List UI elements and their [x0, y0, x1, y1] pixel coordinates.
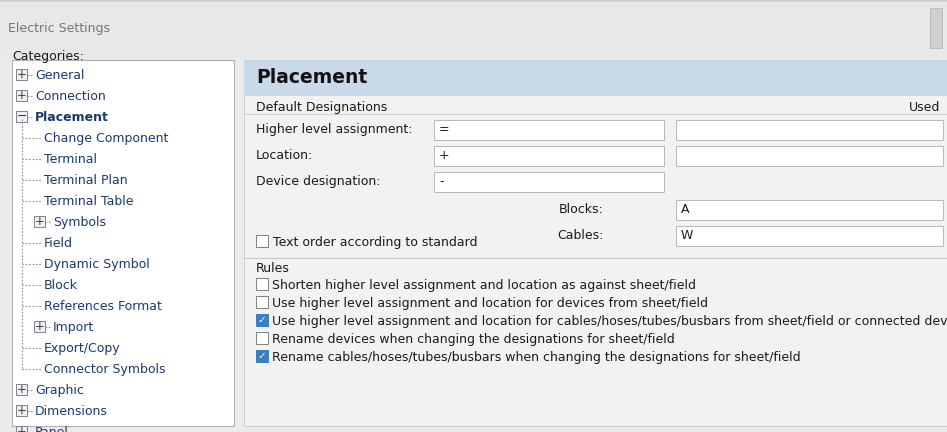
Text: Cables:: Cables: — [558, 229, 604, 242]
Text: ✓: ✓ — [258, 315, 266, 325]
Text: General: General — [35, 69, 84, 82]
Text: −: − — [16, 110, 27, 123]
Bar — [256, 235, 268, 247]
Text: Placement: Placement — [256, 68, 367, 87]
Text: Terminal: Terminal — [44, 153, 97, 166]
Text: Electric Settings: Electric Settings — [8, 22, 110, 35]
Text: +: + — [16, 383, 27, 396]
Text: Rename devices when changing the designations for sheet/field: Rename devices when changing the designa… — [272, 333, 675, 346]
Text: Placement: Placement — [35, 111, 109, 124]
Bar — [16, 90, 27, 101]
Text: Device designation:: Device designation: — [256, 175, 381, 188]
Bar — [12, 60, 234, 426]
Text: Categories:: Categories: — [12, 50, 84, 63]
Bar — [256, 296, 268, 308]
Bar — [16, 111, 27, 122]
Text: Location:: Location: — [256, 149, 313, 162]
Bar — [256, 350, 268, 362]
Bar — [676, 226, 943, 246]
Text: -: - — [439, 175, 443, 188]
Bar — [930, 8, 942, 48]
Text: Import: Import — [53, 321, 95, 334]
Text: Connection: Connection — [35, 90, 106, 103]
Bar — [34, 321, 45, 332]
Text: Terminal Plan: Terminal Plan — [44, 174, 128, 187]
Text: +: + — [16, 89, 27, 102]
Text: Shorten higher level assignment and location as against sheet/field: Shorten higher level assignment and loca… — [272, 279, 696, 292]
Bar — [676, 120, 943, 140]
Bar — [244, 258, 947, 259]
Bar — [16, 384, 27, 395]
Text: Use higher level assignment and location for cables/hoses/tubes/busbars from she: Use higher level assignment and location… — [272, 315, 947, 328]
Bar — [34, 216, 45, 227]
Bar — [434, 120, 664, 140]
Text: Used: Used — [908, 101, 940, 114]
Text: +: + — [16, 404, 27, 417]
Text: +: + — [439, 149, 450, 162]
Text: Higher level assignment:: Higher level assignment: — [256, 123, 413, 136]
Bar — [16, 405, 27, 416]
Text: +: + — [34, 215, 45, 228]
Text: Field: Field — [44, 237, 73, 250]
Text: Terminal Table: Terminal Table — [44, 195, 134, 208]
Bar — [244, 60, 947, 426]
Text: Connector Symbols: Connector Symbols — [44, 363, 166, 376]
Text: Rename cables/hoses/tubes/busbars when changing the designations for sheet/field: Rename cables/hoses/tubes/busbars when c… — [272, 351, 800, 364]
Text: Block: Block — [44, 279, 78, 292]
Text: Text order according to standard: Text order according to standard — [273, 236, 477, 249]
Bar — [256, 332, 268, 344]
Bar — [0, 0, 947, 58]
Text: Dimensions: Dimensions — [35, 405, 108, 418]
Bar — [0, 0, 947, 2]
Text: =: = — [439, 123, 450, 136]
Bar — [16, 69, 27, 80]
Bar — [676, 146, 943, 166]
Bar — [676, 200, 943, 220]
Text: +: + — [16, 425, 27, 432]
Text: Use higher level assignment and location for devices from sheet/field: Use higher level assignment and location… — [272, 297, 708, 310]
Bar — [16, 426, 27, 432]
Text: Blocks:: Blocks: — [560, 203, 604, 216]
Text: A: A — [681, 203, 689, 216]
Bar — [256, 278, 268, 290]
Text: Graphic: Graphic — [35, 384, 84, 397]
Text: Change Component: Change Component — [44, 132, 169, 145]
Text: References Format: References Format — [44, 300, 162, 313]
Bar — [256, 314, 268, 326]
Text: +: + — [34, 320, 45, 333]
Bar — [434, 146, 664, 166]
Text: ✓: ✓ — [258, 351, 266, 361]
Text: Panel: Panel — [35, 426, 69, 432]
Text: W: W — [681, 229, 693, 242]
Text: Rules: Rules — [256, 262, 290, 275]
Text: Default Designations: Default Designations — [256, 101, 387, 114]
Text: +: + — [16, 68, 27, 81]
Bar — [244, 60, 947, 96]
Text: Symbols: Symbols — [53, 216, 106, 229]
Text: Dynamic Symbol: Dynamic Symbol — [44, 258, 150, 271]
Text: Export/Copy: Export/Copy — [44, 342, 120, 355]
Bar — [434, 172, 664, 192]
